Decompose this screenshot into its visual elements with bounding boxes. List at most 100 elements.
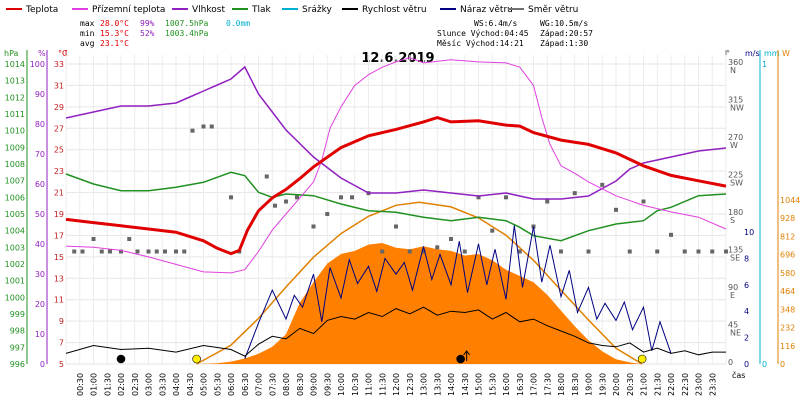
tick-label-hum: 100 (30, 60, 45, 69)
tick-label-time: 21:30 (653, 373, 662, 396)
tick-label-temp: 13 (54, 274, 64, 283)
wind-dir-point (339, 195, 343, 200)
tick-label-hum: 0 (40, 360, 45, 369)
wind-dir-point (669, 232, 673, 237)
tick-label-temp: 19 (54, 210, 64, 219)
tick-label-time: 07:00 (255, 373, 264, 396)
wind-dir-point (91, 237, 96, 241)
tick-label-time: 02:30 (131, 373, 140, 396)
stats: max 28.0°C 99% 1007.5hPa 0.0mm min 15.3°… (80, 19, 593, 48)
tick-label-time: 08:30 (296, 373, 305, 396)
tick-label-time: 06:00 (227, 373, 236, 396)
tick-label-hum: 90 (35, 90, 45, 99)
tick-label-temp: 7 (59, 339, 64, 348)
axis-unit-hpa: hPa (4, 49, 19, 58)
axis-unit-time: čas (732, 370, 745, 380)
axis-unit-mm: mm (764, 49, 780, 58)
wind-dir-point (517, 249, 522, 254)
tick-label-time: 20:00 (612, 373, 621, 396)
wind-dir-point (462, 249, 467, 254)
tick-label-time: 15:30 (488, 373, 497, 396)
tick-label-ms: 8 (744, 254, 749, 263)
wind-dir-point (586, 249, 591, 254)
tick-label-time: 06:30 (241, 373, 250, 396)
tick-label-temp: 11 (54, 296, 64, 305)
tick-label-time: 23:30 (708, 373, 717, 396)
wind-dir-point (449, 237, 453, 241)
moonrise-marker (456, 354, 465, 364)
stat-min-hum: 52% (140, 29, 155, 38)
chart-title: 12.6.2019 (361, 51, 434, 66)
tick-label-temp: 5 (59, 360, 64, 369)
stat-moon: Měsíc Východ:14:21 (437, 39, 524, 48)
wind-dir-point (572, 191, 577, 196)
stat-ws: WS:6.4m/s (474, 19, 518, 28)
tick-label-hum: 10 (35, 330, 45, 339)
tick-label-hpa: 999 (10, 310, 25, 319)
legend-label-pressure: Tlak (251, 5, 272, 15)
tick-label-temp: 17 (54, 231, 64, 240)
wind-dir-point (490, 228, 495, 233)
tick-label-time: 23:00 (695, 373, 704, 396)
tick-label-time: 04:30 (186, 373, 195, 396)
tick-label-dir-name: W (730, 141, 738, 150)
wind-dir-point (295, 195, 299, 200)
tick-label-hpa: 1003 (5, 243, 25, 252)
tick-label-time: 01:30 (103, 373, 112, 396)
wind-speed-line (65, 306, 726, 357)
tick-label-time: 03:00 (145, 373, 154, 396)
tick-label-dir-name: E (730, 291, 735, 300)
wind-dir-point (559, 249, 563, 254)
tick-label-dir: 180 (728, 208, 743, 217)
tick-label-time: 19:00 (585, 373, 594, 396)
stat-avg-label: avg (80, 39, 95, 48)
wind-dir-point (682, 249, 687, 254)
tick-label-sol: 464 (780, 287, 795, 296)
tick-label-ms: 10 (744, 228, 754, 237)
tick-label-temp: 31 (54, 81, 64, 90)
tick-label-ms: 6 (744, 281, 749, 290)
wind-dir-point (127, 237, 132, 241)
tick-label-time: 00:30 (76, 373, 85, 396)
stat-wg: WG:10.5m/s (540, 19, 588, 28)
stat-max-press: 1007.5hPa (165, 19, 209, 28)
tick-label-hpa: 1004 (5, 227, 25, 236)
sunrise-marker (192, 354, 201, 364)
wind-dir-point (350, 195, 354, 200)
wind-dir-point (209, 124, 214, 129)
tick-label-hpa: 1012 (5, 93, 25, 102)
tick-label-sol: 1044 (780, 196, 800, 205)
tick-label-time: 21:00 (640, 373, 649, 396)
stat-max-temp: 28.0°C (100, 19, 129, 28)
tick-label-dir: 45 (728, 321, 738, 330)
wind-dir-point (163, 249, 167, 254)
wind-dir-point (229, 195, 233, 200)
wind-dir-point (394, 224, 398, 229)
markers (116, 350, 647, 364)
tick-label-hum: 30 (35, 270, 45, 279)
tick-label-time: 20:30 (626, 373, 635, 396)
stat-min-label: min (80, 29, 95, 38)
tick-label-hpa: 1006 (5, 193, 25, 202)
tick-label-dir: 0 (728, 358, 733, 367)
temperature-line (65, 116, 727, 256)
tick-label-time: 05:00 (200, 373, 209, 396)
tick-label-temp: 27 (54, 124, 64, 133)
stat-max-hum: 99% (140, 19, 155, 28)
wind-dir-point (174, 249, 178, 254)
stat-rain: 0.0mm (226, 19, 250, 28)
tick-label-hum: 70 (35, 150, 45, 159)
axis-unit-sol: W (782, 49, 790, 58)
solar-theory-line (196, 201, 643, 365)
stat-min-temp: 15.3°C (100, 29, 129, 38)
tick-label-time: 11:30 (378, 373, 387, 396)
tick-label-hpa: 1008 (5, 160, 25, 169)
tick-label-hum: 80 (35, 120, 45, 129)
tick-label-dir: 90 (728, 283, 738, 292)
wind-dir-point (600, 182, 605, 187)
tick-label-dir-name: S (730, 216, 735, 225)
wind-dir-point (80, 249, 85, 254)
tick-label-hpa: 1014 (5, 60, 25, 69)
sunset-marker (637, 354, 647, 364)
tick-label-sol: 696 (780, 251, 795, 260)
